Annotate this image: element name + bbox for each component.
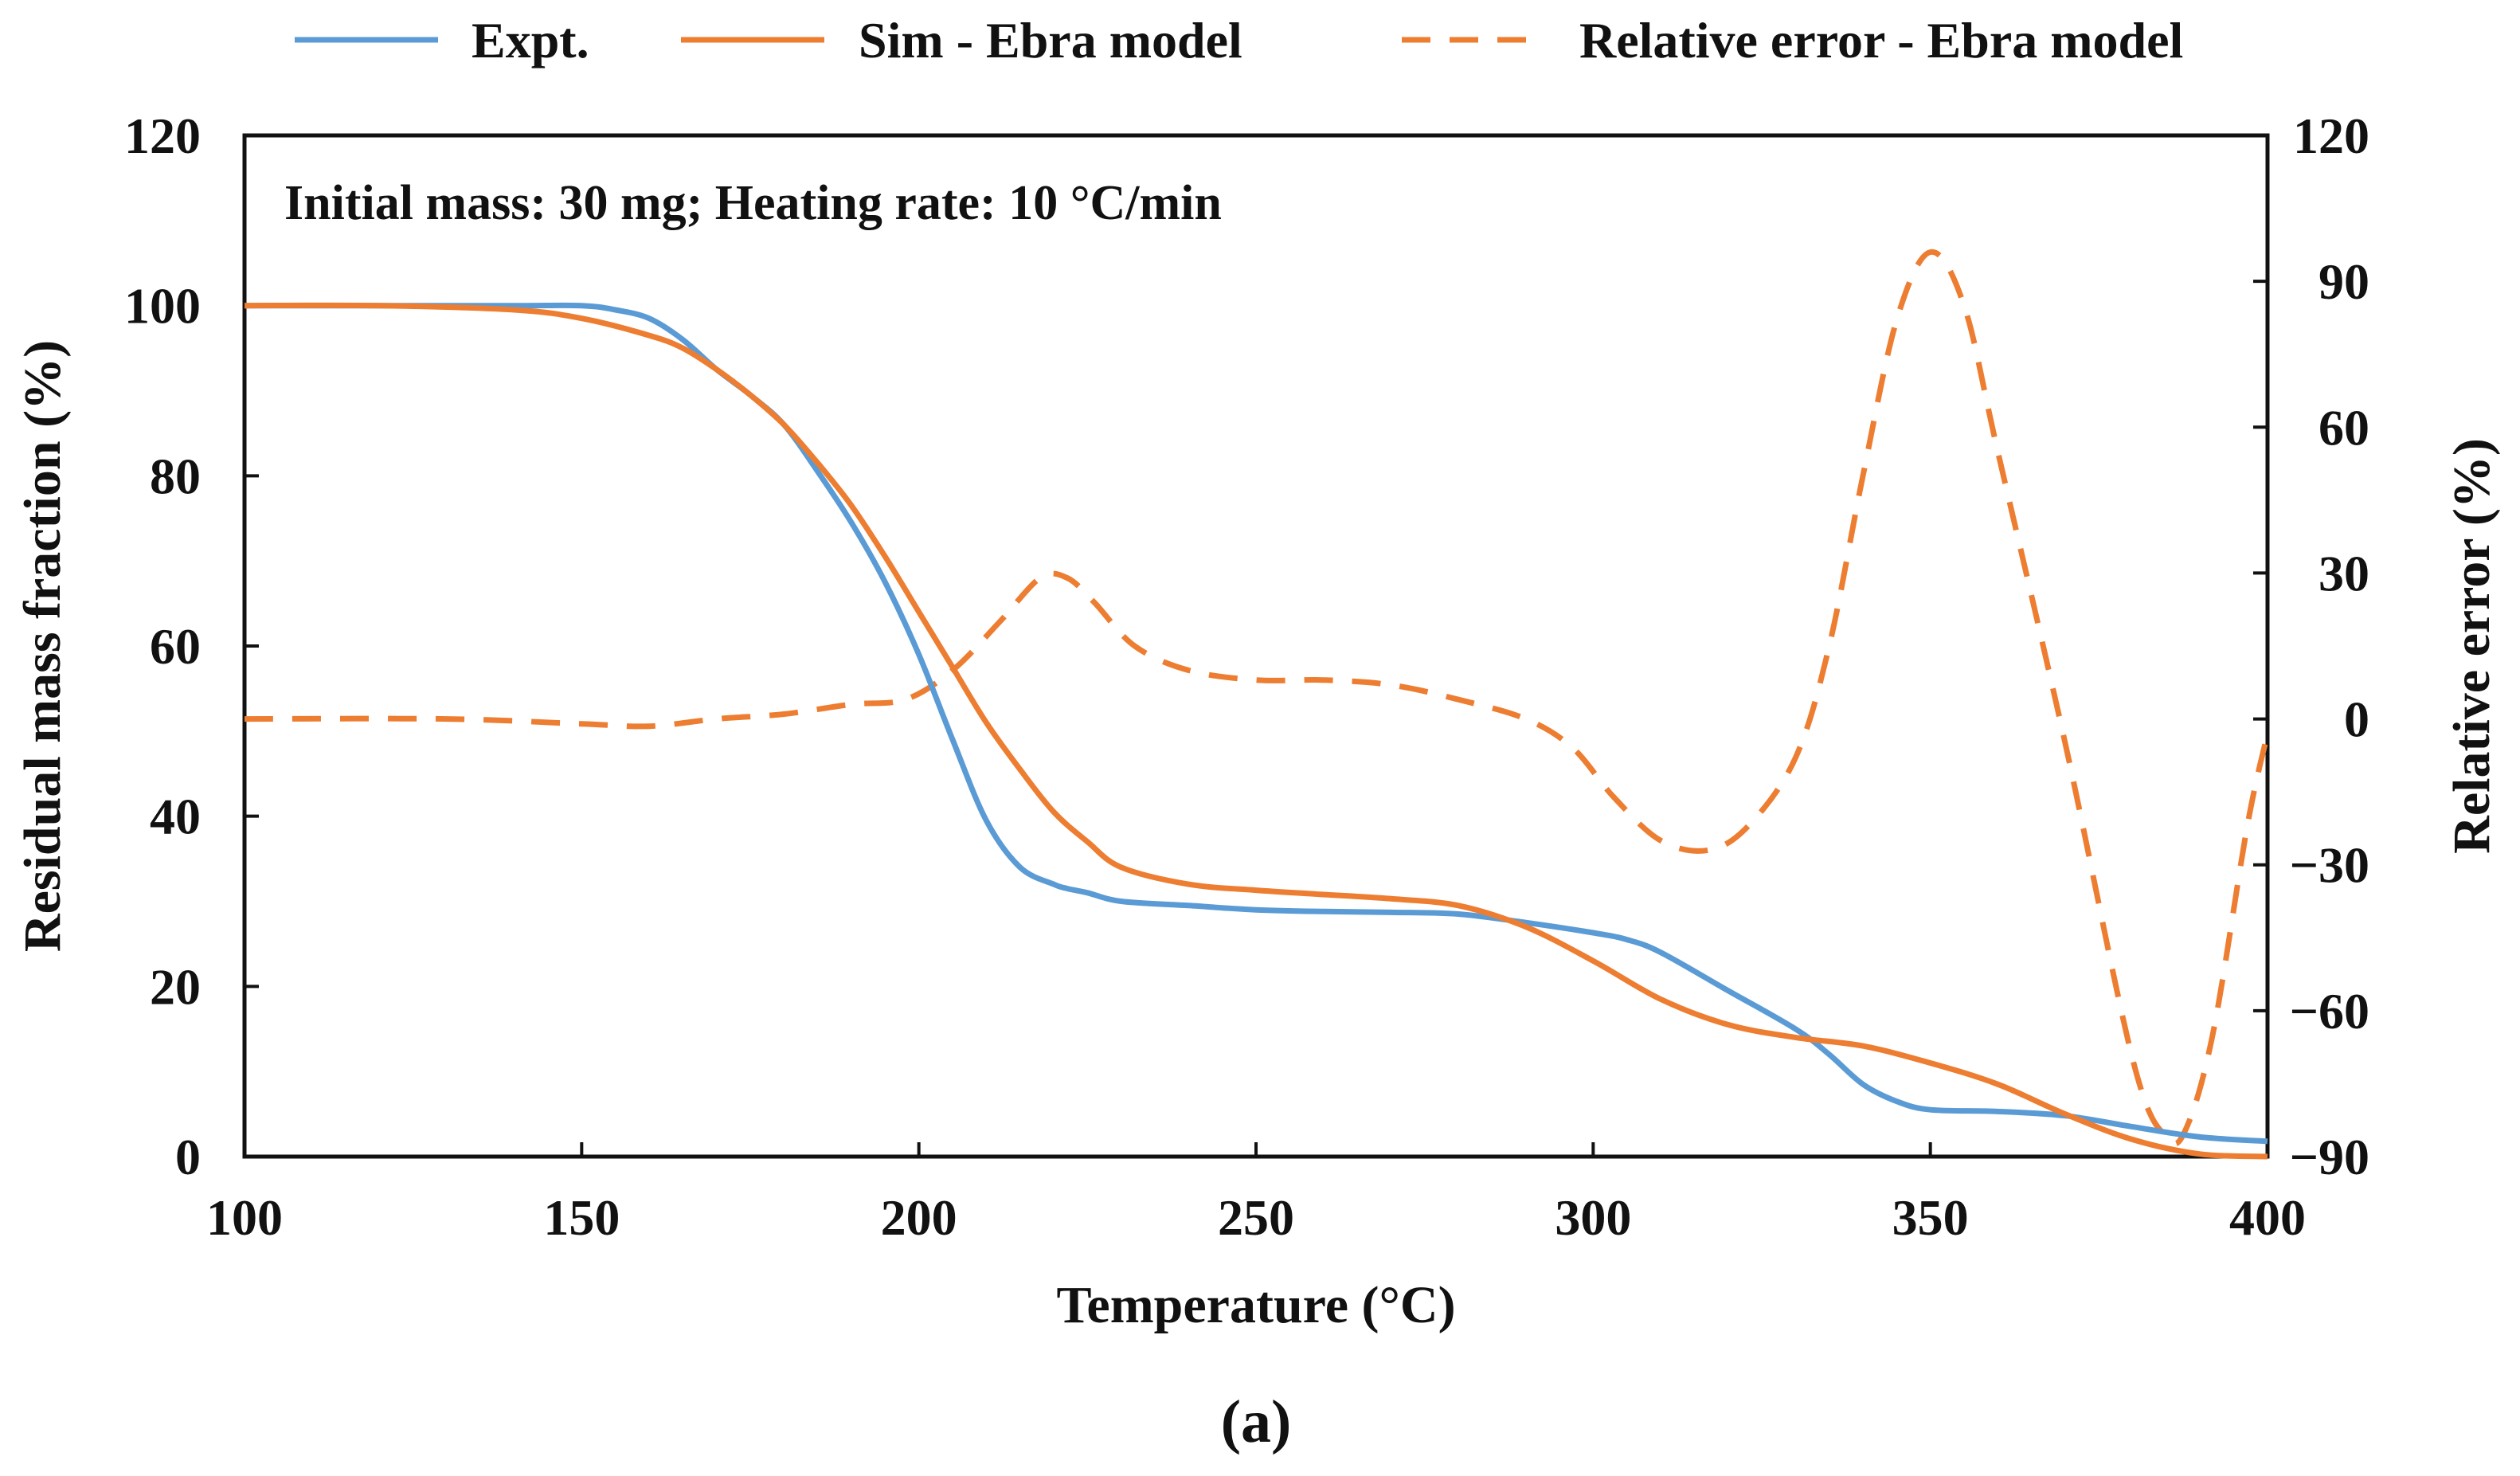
- legend-label-error: Relative error - Ebra model: [1579, 12, 2183, 69]
- x-tick-label: 100: [206, 1189, 283, 1246]
- y-tick-label: 80: [150, 448, 201, 504]
- y-tick-label: 40: [150, 789, 201, 845]
- x-axis-title: Temperature (°C): [1056, 1276, 1455, 1334]
- y-tick-label: 20: [150, 958, 201, 1015]
- x-tick-label: 350: [1892, 1189, 1969, 1246]
- legend-label-sim: Sim - Ebra model: [859, 12, 1242, 69]
- y2-tick-label: 30: [2318, 545, 2369, 601]
- annotation-text: Initial mass: 30 mg; Heating rate: 10 °C…: [284, 176, 1222, 230]
- y2-tick-label: −90: [2290, 1129, 2369, 1185]
- y2-axis-title: Relative error (%): [2443, 438, 2501, 854]
- x-tick-label: 150: [543, 1189, 620, 1246]
- x-tick-label: 200: [881, 1189, 957, 1246]
- y2-tick-label: 90: [2318, 253, 2369, 310]
- x-tick-label: 300: [1555, 1189, 1631, 1246]
- x-tick-label: 400: [2229, 1189, 2306, 1246]
- y-tick-label: 100: [124, 278, 201, 335]
- figure-caption: (a): [1221, 1388, 1292, 1455]
- y-axis-left: 0 20 40 60 80 100 120: [124, 108, 259, 1185]
- y-axis-right: 120 90 60 30 0 −30 −60 −90: [2253, 108, 2369, 1185]
- y-tick-label: 0: [175, 1129, 201, 1185]
- legend-label-expt: Expt.: [472, 12, 589, 69]
- y2-tick-label: −60: [2290, 983, 2369, 1039]
- y2-tick-label: 60: [2318, 399, 2369, 456]
- y2-tick-label: 0: [2344, 691, 2369, 748]
- y-axis-title: Residual mass fraction (%): [14, 340, 72, 952]
- y-tick-label: 60: [150, 618, 201, 675]
- y2-tick-label: −30: [2290, 837, 2369, 894]
- y-tick-label: 120: [124, 108, 201, 164]
- series-line-expt: [245, 302, 2268, 1145]
- series-line-error: [244, 249, 2271, 1147]
- y2-tick-label: 120: [2293, 108, 2369, 164]
- plot-frame: [242, 133, 2270, 1159]
- series-line-sim: [244, 302, 2268, 1160]
- series-layer: [244, 249, 2271, 1160]
- legend: Expt. Sim - Ebra model Relative error - …: [295, 12, 2183, 69]
- x-axis: 100 150 200 250 300 350 400: [206, 1142, 2306, 1246]
- x-tick-label: 250: [1218, 1189, 1294, 1246]
